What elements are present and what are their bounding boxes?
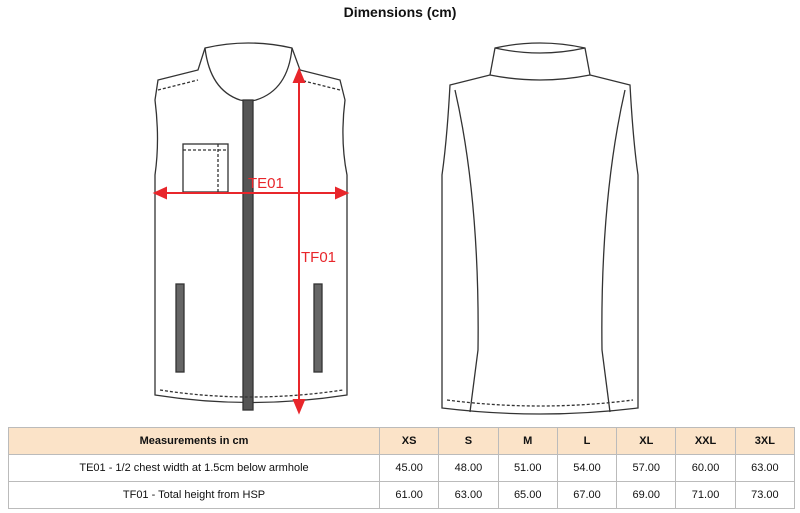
table-cell: 45.00 bbox=[378, 454, 440, 482]
table-row: TF01 - Total height from HSP 61.00 63.00… bbox=[8, 481, 796, 509]
size-table: Measurements in cm XS S M L XL XXL 3XL T… bbox=[8, 427, 796, 509]
column-header: Measurements in cm bbox=[8, 427, 380, 455]
column-header: XS bbox=[378, 427, 440, 455]
table-cell: 51.00 bbox=[497, 454, 558, 482]
height-arrow bbox=[292, 67, 306, 415]
table-cell: 69.00 bbox=[616, 481, 677, 509]
table-row: TE01 - 1/2 chest width at 1.5cm below ar… bbox=[8, 454, 796, 482]
height-label: TF01 bbox=[301, 249, 336, 266]
vest-back bbox=[441, 42, 639, 415]
table-cell: 57.00 bbox=[616, 454, 677, 482]
chest-label: TE01 bbox=[248, 175, 284, 192]
chest-arrow bbox=[152, 186, 350, 200]
table-cell: 61.00 bbox=[378, 481, 440, 509]
vest-front bbox=[154, 42, 348, 411]
column-header: M bbox=[497, 427, 558, 455]
table-cell: TF01 - Total height from HSP bbox=[8, 481, 380, 509]
table-cell: 54.00 bbox=[556, 454, 618, 482]
table-cell: 63.00 bbox=[438, 481, 499, 509]
column-header: 3XL bbox=[734, 427, 796, 455]
column-header: L bbox=[556, 427, 618, 455]
table-header-row: Measurements in cm XS S M L XL XXL 3XL bbox=[8, 427, 796, 455]
table-cell: 65.00 bbox=[497, 481, 558, 509]
table-cell: 73.00 bbox=[734, 481, 796, 509]
table-cell: TE01 - 1/2 chest width at 1.5cm below ar… bbox=[8, 454, 380, 482]
table-cell: 71.00 bbox=[675, 481, 736, 509]
table-cell: 48.00 bbox=[438, 454, 499, 482]
vest-drawings: TE01 TF01 bbox=[152, 42, 639, 415]
table-cell: 63.00 bbox=[734, 454, 796, 482]
table-cell: 67.00 bbox=[556, 481, 618, 509]
column-header: XXL bbox=[675, 427, 736, 455]
column-header: XL bbox=[616, 427, 677, 455]
table-cell: 60.00 bbox=[675, 454, 736, 482]
column-header: S bbox=[438, 427, 499, 455]
page-title: Dimensions (cm) bbox=[343, 4, 457, 20]
